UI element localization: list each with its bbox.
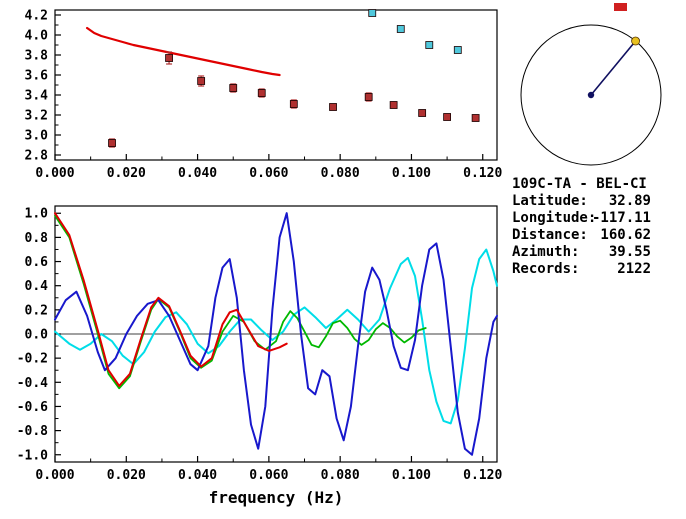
- tick-label: 3.2: [25, 109, 48, 124]
- longitude-value: -117.11: [592, 210, 651, 226]
- compass-circle: [520, 24, 662, 166]
- distance-value: 160.62: [600, 227, 651, 243]
- red-waveform: [54, 212, 288, 387]
- azimuth-label: Azimuth:: [512, 244, 579, 260]
- tick-label: 0.020: [107, 166, 146, 181]
- x-axis-title: frequency (Hz): [209, 488, 344, 507]
- tick-label: 0.060: [249, 166, 288, 181]
- tick-label: -0.8: [17, 424, 48, 439]
- group-velocity-point-marker[interactable]: [289, 100, 298, 108]
- records-label: Records:: [512, 261, 579, 277]
- tick-label: 0.000: [35, 468, 74, 483]
- latitude-value: 32.89: [609, 193, 651, 209]
- group-velocity-point-marker[interactable]: [389, 101, 398, 109]
- azimuth-value: 39.55: [609, 244, 651, 260]
- tick-label: 0.2: [25, 303, 48, 318]
- tick-label: 0.000: [35, 166, 74, 181]
- phase-velocity-point-marker[interactable]: [425, 41, 434, 49]
- group-velocity-point-marker[interactable]: [471, 114, 480, 122]
- tick-label: 1.0: [25, 207, 49, 222]
- distance-label: Distance:: [512, 227, 588, 243]
- tick-label: 0.8: [25, 231, 49, 246]
- tick-label: 0.0: [25, 328, 49, 343]
- group-velocity-point-marker[interactable]: [257, 89, 266, 97]
- station-pair-title: 109C-TA - BEL-CI: [512, 176, 647, 192]
- phase-velocity-point-marker[interactable]: [453, 46, 462, 54]
- tick-label: 0.080: [321, 166, 360, 181]
- tick-label: 0.100: [392, 166, 431, 181]
- phase-velocity-point-marker[interactable]: [368, 9, 377, 17]
- station-info-panel: 109C-TA - BEL-CI Latitude: 32.89 Longitu…: [512, 176, 651, 277]
- red-marker: [614, 3, 627, 11]
- tick-label: 0.6: [25, 255, 49, 270]
- tick-label: 4.2: [25, 9, 48, 24]
- compass-center-dot: [587, 91, 595, 99]
- group-velocity-point-marker[interactable]: [108, 139, 116, 147]
- cyan-waveform: [54, 248, 498, 425]
- tick-label: 0.120: [463, 166, 502, 181]
- model-dispersion-curve: [86, 26, 281, 77]
- waveform-plot[interactable]: 0.000 0.020 0.040 0.060 0.080 0.100 0.120 -1.0 -…: [17, 205, 503, 483]
- azimuth-compass: [520, 24, 662, 166]
- plot-frame: [54, 9, 498, 161]
- longitude-label: Longitude:: [512, 210, 596, 226]
- station-direction-dot: [631, 36, 640, 46]
- tick-label: 3.6: [25, 69, 49, 84]
- tick-label: 3.8: [25, 49, 49, 64]
- tick-label: 0.060: [249, 468, 288, 483]
- tick-label: 0.020: [107, 468, 146, 483]
- group-velocity-point-marker[interactable]: [229, 84, 238, 92]
- azimuth-line: [590, 40, 637, 96]
- tick-label: -1.0: [17, 448, 48, 463]
- group-velocity-point-marker[interactable]: [364, 93, 373, 101]
- tick-label: 0.120: [463, 468, 502, 483]
- tick-label: 0.4: [25, 279, 49, 294]
- tick-label: -0.2: [17, 352, 48, 367]
- group-velocity-point-marker[interactable]: [165, 54, 173, 62]
- tick-label: 3.4: [25, 89, 49, 104]
- group-velocity-point-marker[interactable]: [197, 77, 206, 85]
- phase-velocity-point-marker[interactable]: [396, 25, 405, 33]
- group-velocity-point-marker[interactable]: [329, 103, 337, 111]
- tick-label: 2.8: [25, 149, 49, 164]
- records-value: 2122: [617, 261, 651, 277]
- tick-label: -0.4: [17, 376, 48, 391]
- blue-waveform: [54, 212, 498, 456]
- tick-label: 0.080: [321, 468, 360, 483]
- group-velocity-point-marker[interactable]: [443, 113, 451, 121]
- tick-label: 0.040: [178, 166, 217, 181]
- group-velocity-point-marker[interactable]: [418, 109, 427, 117]
- tick-label: 0.040: [178, 468, 217, 483]
- tick-label: -0.6: [17, 400, 48, 415]
- dispersion-plot[interactable]: 0.000 0.020 0.040 0.060 0.080 0.100 0.120 2.8 3.…: [25, 9, 503, 182]
- latitude-label: Latitude:: [512, 193, 588, 209]
- tick-label: 4.0: [25, 29, 49, 44]
- tick-label: 3.0: [25, 129, 49, 144]
- tick-label: 0.100: [392, 468, 431, 483]
